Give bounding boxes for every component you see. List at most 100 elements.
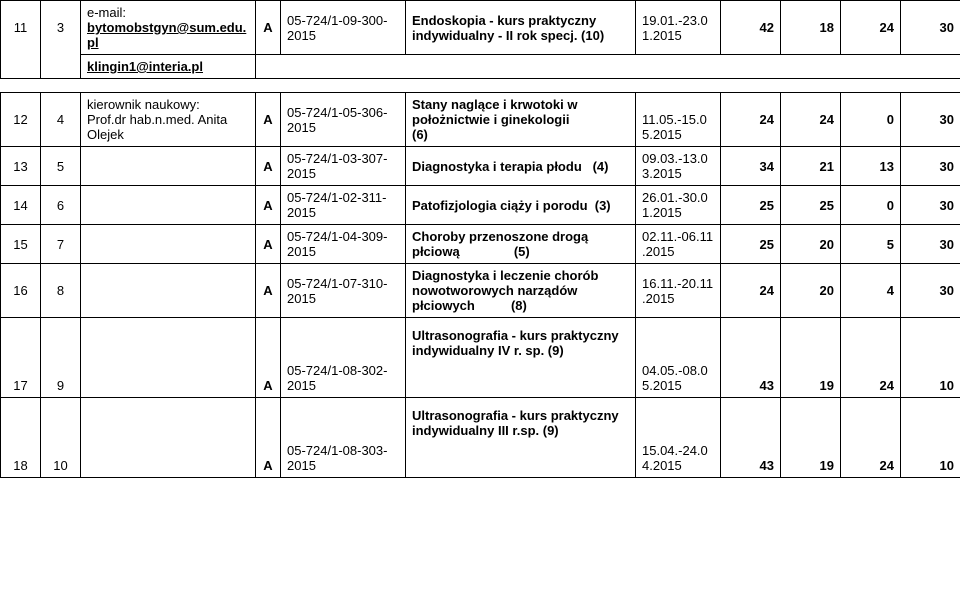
e <box>1 55 41 79</box>
row-title: Patofizjologia ciąży i porodu (3) <box>406 186 636 225</box>
row-num-a: 17 <box>1 318 41 398</box>
row-val-3: 24 <box>841 318 901 398</box>
row-val-1: 34 <box>721 147 781 186</box>
row-contact: e-mail:bytomobstgyn@sum.edu.pl <box>81 1 256 55</box>
row-val-1: 42 <box>721 1 781 55</box>
row-val-2: 24 <box>781 93 841 147</box>
row-val-1: 24 <box>721 93 781 147</box>
course-table: 113e-mail:bytomobstgyn@sum.edu.plA05-724… <box>0 0 960 478</box>
row-contact: kierownik naukowy:Prof.dr hab.n.med. Ani… <box>81 93 256 147</box>
row-contact <box>81 186 256 225</box>
table-row: 113e-mail:bytomobstgyn@sum.edu.plA05-724… <box>1 1 960 55</box>
row-val-3: 24 <box>841 398 901 478</box>
row-code: 05-724/1-05-306-2015 <box>281 93 406 147</box>
table-row-extra: klingin1@interia.pl <box>1 55 960 79</box>
row-code: 05-724/1-08-303-2015 <box>281 398 406 478</box>
row-dates: 09.03.-13.03.2015 <box>636 147 721 186</box>
row-type: A <box>256 186 281 225</box>
email-link: bytomobstgyn@sum.edu.pl <box>87 20 246 50</box>
row-val-4: 30 <box>901 225 960 264</box>
row-num-b: 4 <box>41 93 81 147</box>
row-dates: 26.01.-30.01.2015 <box>636 186 721 225</box>
row-num-a: 18 <box>1 398 41 478</box>
row-dates: 02.11.-06.11.2015 <box>636 225 721 264</box>
row-code: 05-724/1-02-311-2015 <box>281 186 406 225</box>
row-title: Diagnostyka i terapia płodu (4) <box>406 147 636 186</box>
row-num-a: 12 <box>1 93 41 147</box>
row-title: Diagnostyka i leczenie chorób nowotworow… <box>406 264 636 318</box>
table-row: 146 A05-724/1-02-311-2015Patofizjologia c… <box>1 186 960 225</box>
row-title: Ultrasonografia - kurs praktyczny indywi… <box>406 398 636 478</box>
row-dates: 04.05.-08.05.2015 <box>636 318 721 398</box>
row-title: Endoskopia - kurs praktyczny indywidualn… <box>406 1 636 55</box>
row-code: 05-724/1-08-302-2015 <box>281 318 406 398</box>
row-type: A <box>256 1 281 55</box>
row-val-2: 19 <box>781 398 841 478</box>
row-val-2: 19 <box>781 318 841 398</box>
row-val-4: 10 <box>901 398 960 478</box>
row-val-3: 13 <box>841 147 901 186</box>
row-contact-extra: klingin1@interia.pl <box>81 55 256 79</box>
table-row: 1810A05-724/1-08-303-2015Ultrasonografia… <box>1 398 960 478</box>
row-title: Ultrasonografia - kurs praktyczny indywi… <box>406 318 636 398</box>
table-row: 179 A05-724/1-08-302-2015Ultrasonografia … <box>1 318 960 398</box>
row-title: Stany naglące i krwotoki w położnictwie … <box>406 93 636 147</box>
row-val-4: 10 <box>901 318 960 398</box>
row-contact <box>81 318 256 398</box>
row-val-3: 24 <box>841 1 901 55</box>
row-dates: 11.05.-15.05.2015 <box>636 93 721 147</box>
e <box>41 55 81 79</box>
row-dates: 16.11.-20.11.2015 <box>636 264 721 318</box>
row-val-2: 20 <box>781 225 841 264</box>
row-type: A <box>256 225 281 264</box>
row-val-1: 24 <box>721 264 781 318</box>
blank <box>256 55 960 79</box>
row-num-b: 6 <box>41 186 81 225</box>
row-type: A <box>256 147 281 186</box>
row-val-3: 5 <box>841 225 901 264</box>
table-row: 168 A05-724/1-07-310-2015Diagnostyka i le… <box>1 264 960 318</box>
row-code: 05-724/1-07-310-2015 <box>281 264 406 318</box>
row-code: 05-724/1-04-309-2015 <box>281 225 406 264</box>
email-link: klingin1@interia.pl <box>87 59 203 74</box>
row-val-3: 4 <box>841 264 901 318</box>
row-val-1: 25 <box>721 225 781 264</box>
row-val-2: 20 <box>781 264 841 318</box>
row-val-4: 30 <box>901 264 960 318</box>
row-type: A <box>256 398 281 478</box>
row-contact <box>81 147 256 186</box>
row-num-b: 10 <box>41 398 81 478</box>
row-val-3: 0 <box>841 186 901 225</box>
table-row: 13 5 A05-724/1-03-307-2015Diagnostyka i te… <box>1 147 960 186</box>
row-code: 05-724/1-03-307-2015 <box>281 147 406 186</box>
row-val-1: 43 <box>721 398 781 478</box>
row-type: A <box>256 318 281 398</box>
row-num-b: 8 <box>41 264 81 318</box>
row-title: Choroby przenoszone drogą płciową (5) <box>406 225 636 264</box>
row-num-b: 7 <box>41 225 81 264</box>
table-row: 157 A05-724/1-04-309-2015Choroby przenosz… <box>1 225 960 264</box>
row-num-a: 14 <box>1 186 41 225</box>
row-val-4: 30 <box>901 147 960 186</box>
row-contact <box>81 264 256 318</box>
row-val-2: 25 <box>781 186 841 225</box>
row-type: A <box>256 93 281 147</box>
row-val-1: 25 <box>721 186 781 225</box>
row-num-a: 16 <box>1 264 41 318</box>
row-num-b: 9 <box>41 318 81 398</box>
row-code: 05-724/1-09-300-2015 <box>281 1 406 55</box>
row-val-2: 18 <box>781 1 841 55</box>
row-val-1: 43 <box>721 318 781 398</box>
spacer <box>1 79 960 93</box>
row-val-4: 30 <box>901 186 960 225</box>
row-val-4: 30 <box>901 1 960 55</box>
row-val-3: 0 <box>841 93 901 147</box>
row-num-b: 3 <box>41 1 81 55</box>
row-type: A <box>256 264 281 318</box>
row-num-a: 15 <box>1 225 41 264</box>
row-num-b: 5 <box>41 147 81 186</box>
row-contact <box>81 225 256 264</box>
row-val-4: 30 <box>901 93 960 147</box>
row-dates: 15.04.-24.04.2015 <box>636 398 721 478</box>
row-dates: 19.01.-23.01.2015 <box>636 1 721 55</box>
